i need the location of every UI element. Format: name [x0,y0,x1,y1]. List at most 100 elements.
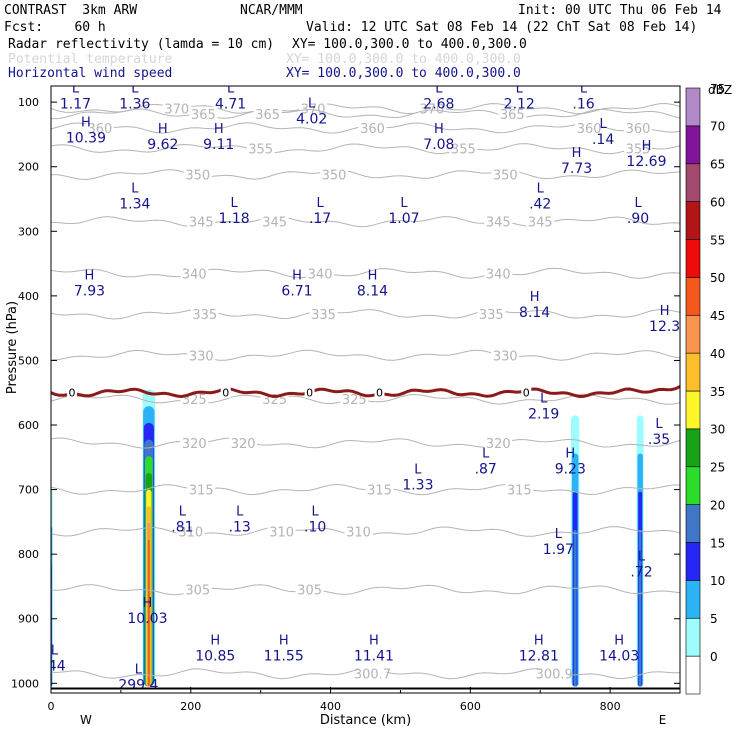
theta-label-340-1: 340 [308,267,333,282]
wind-extremum-type-17: L [400,196,408,211]
colorbar-swatch-65 [685,163,701,202]
theta-label-bg [505,482,534,496]
freezing-label-0: 0 [68,387,75,400]
y-tick-label-600: 600 [18,419,39,432]
freezing-label-1: 0 [222,387,229,400]
colorbar-level-40: 40 [710,347,725,361]
theta-label-310-0: 310 [178,526,203,541]
wind-extremum-value-35: 10.03 [127,611,167,627]
theta-label-bg [477,306,506,320]
theta-label-bg [183,582,212,596]
theta-label-305-1: 305 [297,584,322,599]
theta-label-bg [449,141,478,155]
theta-label-340-0: 340 [182,267,207,282]
wind-extremum-type-38: H [369,634,379,649]
theta-label-315-1: 315 [367,484,392,499]
theta-label-335-1: 335 [311,308,336,323]
wind-extremum-type-24: H [660,304,670,319]
theta-label-bg [180,436,209,450]
x-axis-label: Distance (km) [320,713,411,728]
theta-label-350-0: 350 [185,168,210,183]
y-tick-label-300: 300 [18,225,39,238]
wind-extremum-value-38: 11.41 [354,649,394,665]
wind-extremum-type-41: L [51,643,59,658]
wind-extremum-value-30: .81 [171,519,193,535]
theta-label-320-1: 320 [231,437,256,452]
x-tick-label-400: 400 [320,700,341,713]
theta-label-320-2: 320 [486,437,511,452]
theta-label-340-2: 340 [486,267,511,282]
wind-extremum-value-41: .44 [43,658,65,674]
wind-extremum-value-1: 1.36 [119,96,150,112]
theta-contour-335 [51,308,680,320]
theta-label-bg [190,306,219,320]
wind-extremum-value-23: 8.14 [519,305,550,321]
colorbar-level-0: 0 [710,650,718,664]
theta-label-bg [267,524,296,538]
y-tick-label-100: 100 [18,96,39,109]
theta-contour-340 [51,267,680,279]
wind-extremum-value-37: 11.55 [264,649,304,665]
freezing-label-bg [66,386,77,398]
theta-contour-365 [51,108,680,120]
theta-label-bg [189,106,218,120]
colorbar-level-65: 65 [710,158,725,172]
theta-label-bg [417,101,446,115]
wind-extremum-value-24: 12.3 [649,319,680,335]
wind-extremum-value-2: 4.71 [215,96,246,112]
wind-extremum-value-13: 12.69 [626,154,666,170]
theta-label-bg [253,106,282,120]
freezing-level-line [51,385,680,399]
wind-extremum-value-20: 7.93 [74,284,105,300]
wind-extremum-type-3: L [308,96,316,111]
wind-extremum-type-9: H [214,122,224,137]
theta-label-360-1: 360 [360,122,385,137]
theta-label-bg [498,106,527,120]
wind-extremum-value-40: 14.03 [599,649,639,665]
y-tick-label-1000: 1000 [11,677,39,690]
x-end-label-east: E [659,713,667,727]
field-reflectivity-name: Radar reflectivity (lamda = 10 cm) [8,37,275,52]
theta-label-bg [484,266,513,280]
wind-extremum-type-13: H [642,139,652,154]
wind-extremum-type-31: L [236,504,244,519]
wind-extremum-type-18: L [537,182,545,197]
wind-extremum-value-14: 1.34 [119,197,150,213]
wind-extremum-value-7: 10.39 [66,131,106,147]
theta-label-bg [491,167,520,181]
wind-extremum-type-37: H [279,634,289,649]
field-theta-xy: XY= 100.0,300.0 to 400.0,300.0 [286,52,521,67]
theta-label-305-0: 305 [185,584,210,599]
wind-extremum-type-39: H [534,634,544,649]
wind-extremum-value-26: .35 [648,432,670,448]
wind-extremum-type-19: L [634,196,642,211]
wind-extremum-type-7: H [81,116,91,131]
theta-contour-330 [51,349,680,361]
wind-extremum-value-22: 8.14 [357,284,388,300]
theta-label-bg [624,120,653,134]
theta-label-355-1: 355 [451,143,476,158]
wind-extremum-value-42: 299.4 [118,678,158,694]
theta-label-350-1: 350 [322,168,347,183]
theta-label-bg [85,120,114,134]
theta-label-bg [183,167,212,181]
wind-extremum-value-10: 7.08 [423,137,454,153]
colorbar-level-25: 25 [710,461,725,475]
reflectivity-layer [51,389,644,687]
theta-label-360-3: 360 [626,122,651,137]
wind-extremum-value-15: 1.18 [219,211,250,227]
field-reflectivity-xy: XY= 100.0,300.0 to 400.0,300.0 [292,37,527,52]
theta-label-bg [187,348,216,362]
theta-contour-355 [51,143,680,155]
theta-contour-350 [51,169,680,181]
colorbar-swatch-20 [685,504,701,543]
y-tick-label-500: 500 [18,354,39,367]
field-theta-name: Potential temperature [8,52,173,67]
init-time: Init: 00 UTC Thu 06 Feb 14 [518,3,722,18]
wind-extremum-type-8: H [158,122,168,137]
freezing-label-4: 0 [523,387,530,400]
colorbar-unit: dBZ [708,83,732,97]
